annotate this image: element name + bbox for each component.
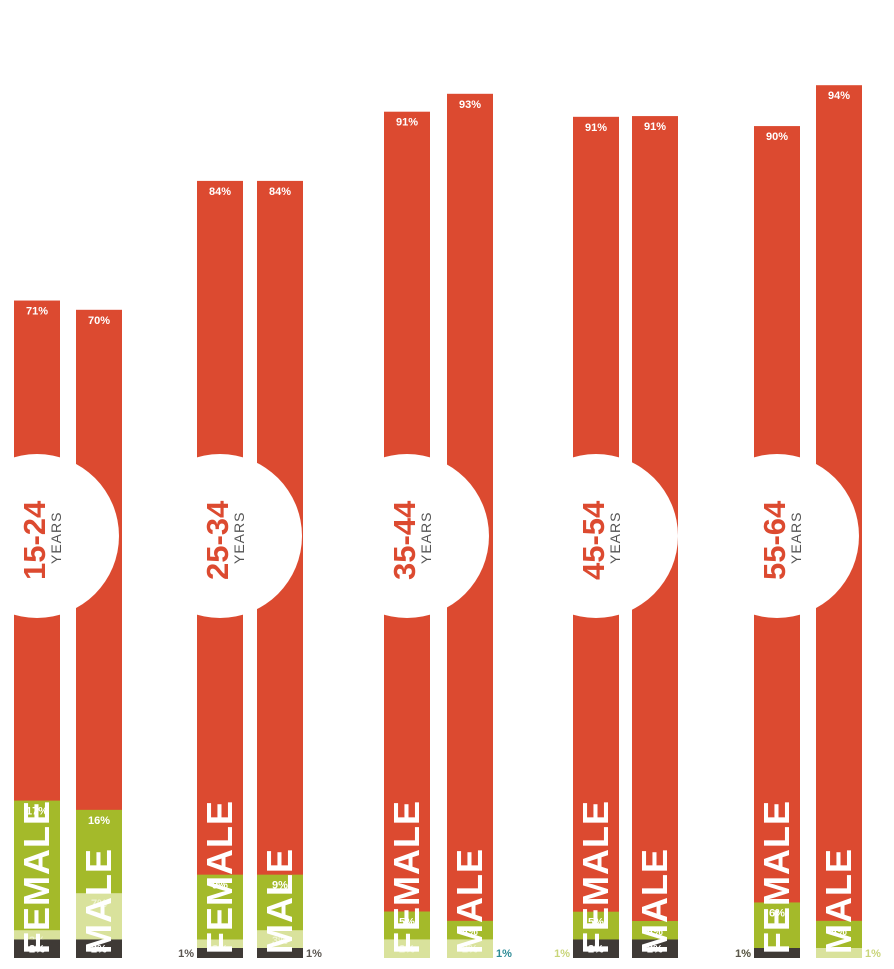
years-label: YEARS <box>788 512 804 564</box>
data-label: 17% <box>26 806 48 818</box>
data-label: 91% <box>396 117 418 129</box>
bar-segment-light_green <box>816 948 862 958</box>
age-range-label: 45-54 <box>576 500 611 580</box>
gender-label: MALE <box>818 848 859 954</box>
data-label: 9% <box>272 880 288 892</box>
bar-segment-dark <box>573 939 619 958</box>
bar-segment-light_green <box>447 939 493 958</box>
data-label: 2% <box>588 944 604 956</box>
gender-label: FEMALE <box>199 800 240 954</box>
age-range-label: 55-64 <box>757 500 792 580</box>
years-label: YEARS <box>231 512 247 564</box>
data-label: 16% <box>88 815 110 827</box>
data-label: 5% <box>399 917 415 929</box>
years-label: YEARS <box>607 512 623 564</box>
data-label: 5% <box>588 917 604 929</box>
bar-segment-dark <box>754 948 800 958</box>
age-range-label: 15-24 <box>17 500 52 580</box>
bar-15-24-female: 71%7%17%3%2%FEMALE <box>14 300 60 958</box>
data-label: 2% <box>29 944 45 956</box>
data-label: 90% <box>766 131 788 143</box>
age-badge-circle <box>138 454 302 618</box>
age-badge-circle <box>0 454 119 618</box>
age-badge-circle <box>325 454 489 618</box>
gender-label: MALE <box>259 848 300 954</box>
years-label: YEARS <box>48 512 64 564</box>
data-label: 3% <box>272 935 288 947</box>
bar-segment-dark <box>632 939 678 958</box>
gender-label: FEMALE <box>16 800 57 954</box>
data-label: 93% <box>459 99 481 111</box>
data-label: 4% <box>647 926 663 938</box>
data-label: 91% <box>585 122 607 134</box>
data-label: 2% <box>399 944 415 956</box>
data-label: 2% <box>462 944 478 956</box>
data-label: 71% <box>26 306 48 318</box>
bar-segment-dark <box>76 939 122 958</box>
bar-segment-dark <box>197 948 243 958</box>
bar-15-24-male: 70%5%16%7%2%MALE <box>76 309 122 958</box>
data-label: 1% <box>865 948 881 960</box>
data-label: 1% <box>735 948 751 960</box>
gender-label: MALE <box>634 848 675 954</box>
age-badge-circle <box>695 454 859 618</box>
gender-label: MALE <box>78 848 119 954</box>
bar-segment-dark <box>257 948 303 958</box>
gender-label: MALE <box>449 848 490 954</box>
data-label: 1% <box>178 948 194 960</box>
data-label: 2% <box>647 944 663 956</box>
age-range-label: 35-44 <box>387 500 422 580</box>
age-range-label: 25-34 <box>200 500 235 580</box>
age-group-25-34: 84%4%9%2%1%FEMALE84%3%9%3%1%MALE25-34YEA… <box>138 180 322 960</box>
data-label: 70% <box>88 315 110 327</box>
gender-label: FEMALE <box>575 800 616 954</box>
data-label: 1% <box>554 948 570 960</box>
data-label: 1% <box>306 948 322 960</box>
bar-segment-light_green <box>384 939 430 958</box>
data-label: 4% <box>831 926 847 938</box>
data-label: 91% <box>644 121 666 133</box>
data-label: 84% <box>269 186 291 198</box>
gender-label: FEMALE <box>386 800 427 954</box>
data-label: 84% <box>209 186 231 198</box>
age-group-15-24: 71%7%17%3%2%FEMALE70%5%16%7%2%MALE15-24Y… <box>0 300 122 958</box>
data-label: 9% <box>212 880 228 892</box>
data-label: 94% <box>828 90 850 102</box>
gender-label: FEMALE <box>756 800 797 954</box>
years-label: YEARS <box>418 512 434 564</box>
age-badge-circle <box>514 454 678 618</box>
data-label: 2% <box>91 944 107 956</box>
data-label: 7% <box>91 898 107 910</box>
data-label: 1% <box>496 948 512 960</box>
bar-segment-dark <box>14 939 60 958</box>
data-label: 1% <box>735 948 751 960</box>
data-label: 6% <box>769 907 785 919</box>
data-label: 4% <box>462 926 478 938</box>
